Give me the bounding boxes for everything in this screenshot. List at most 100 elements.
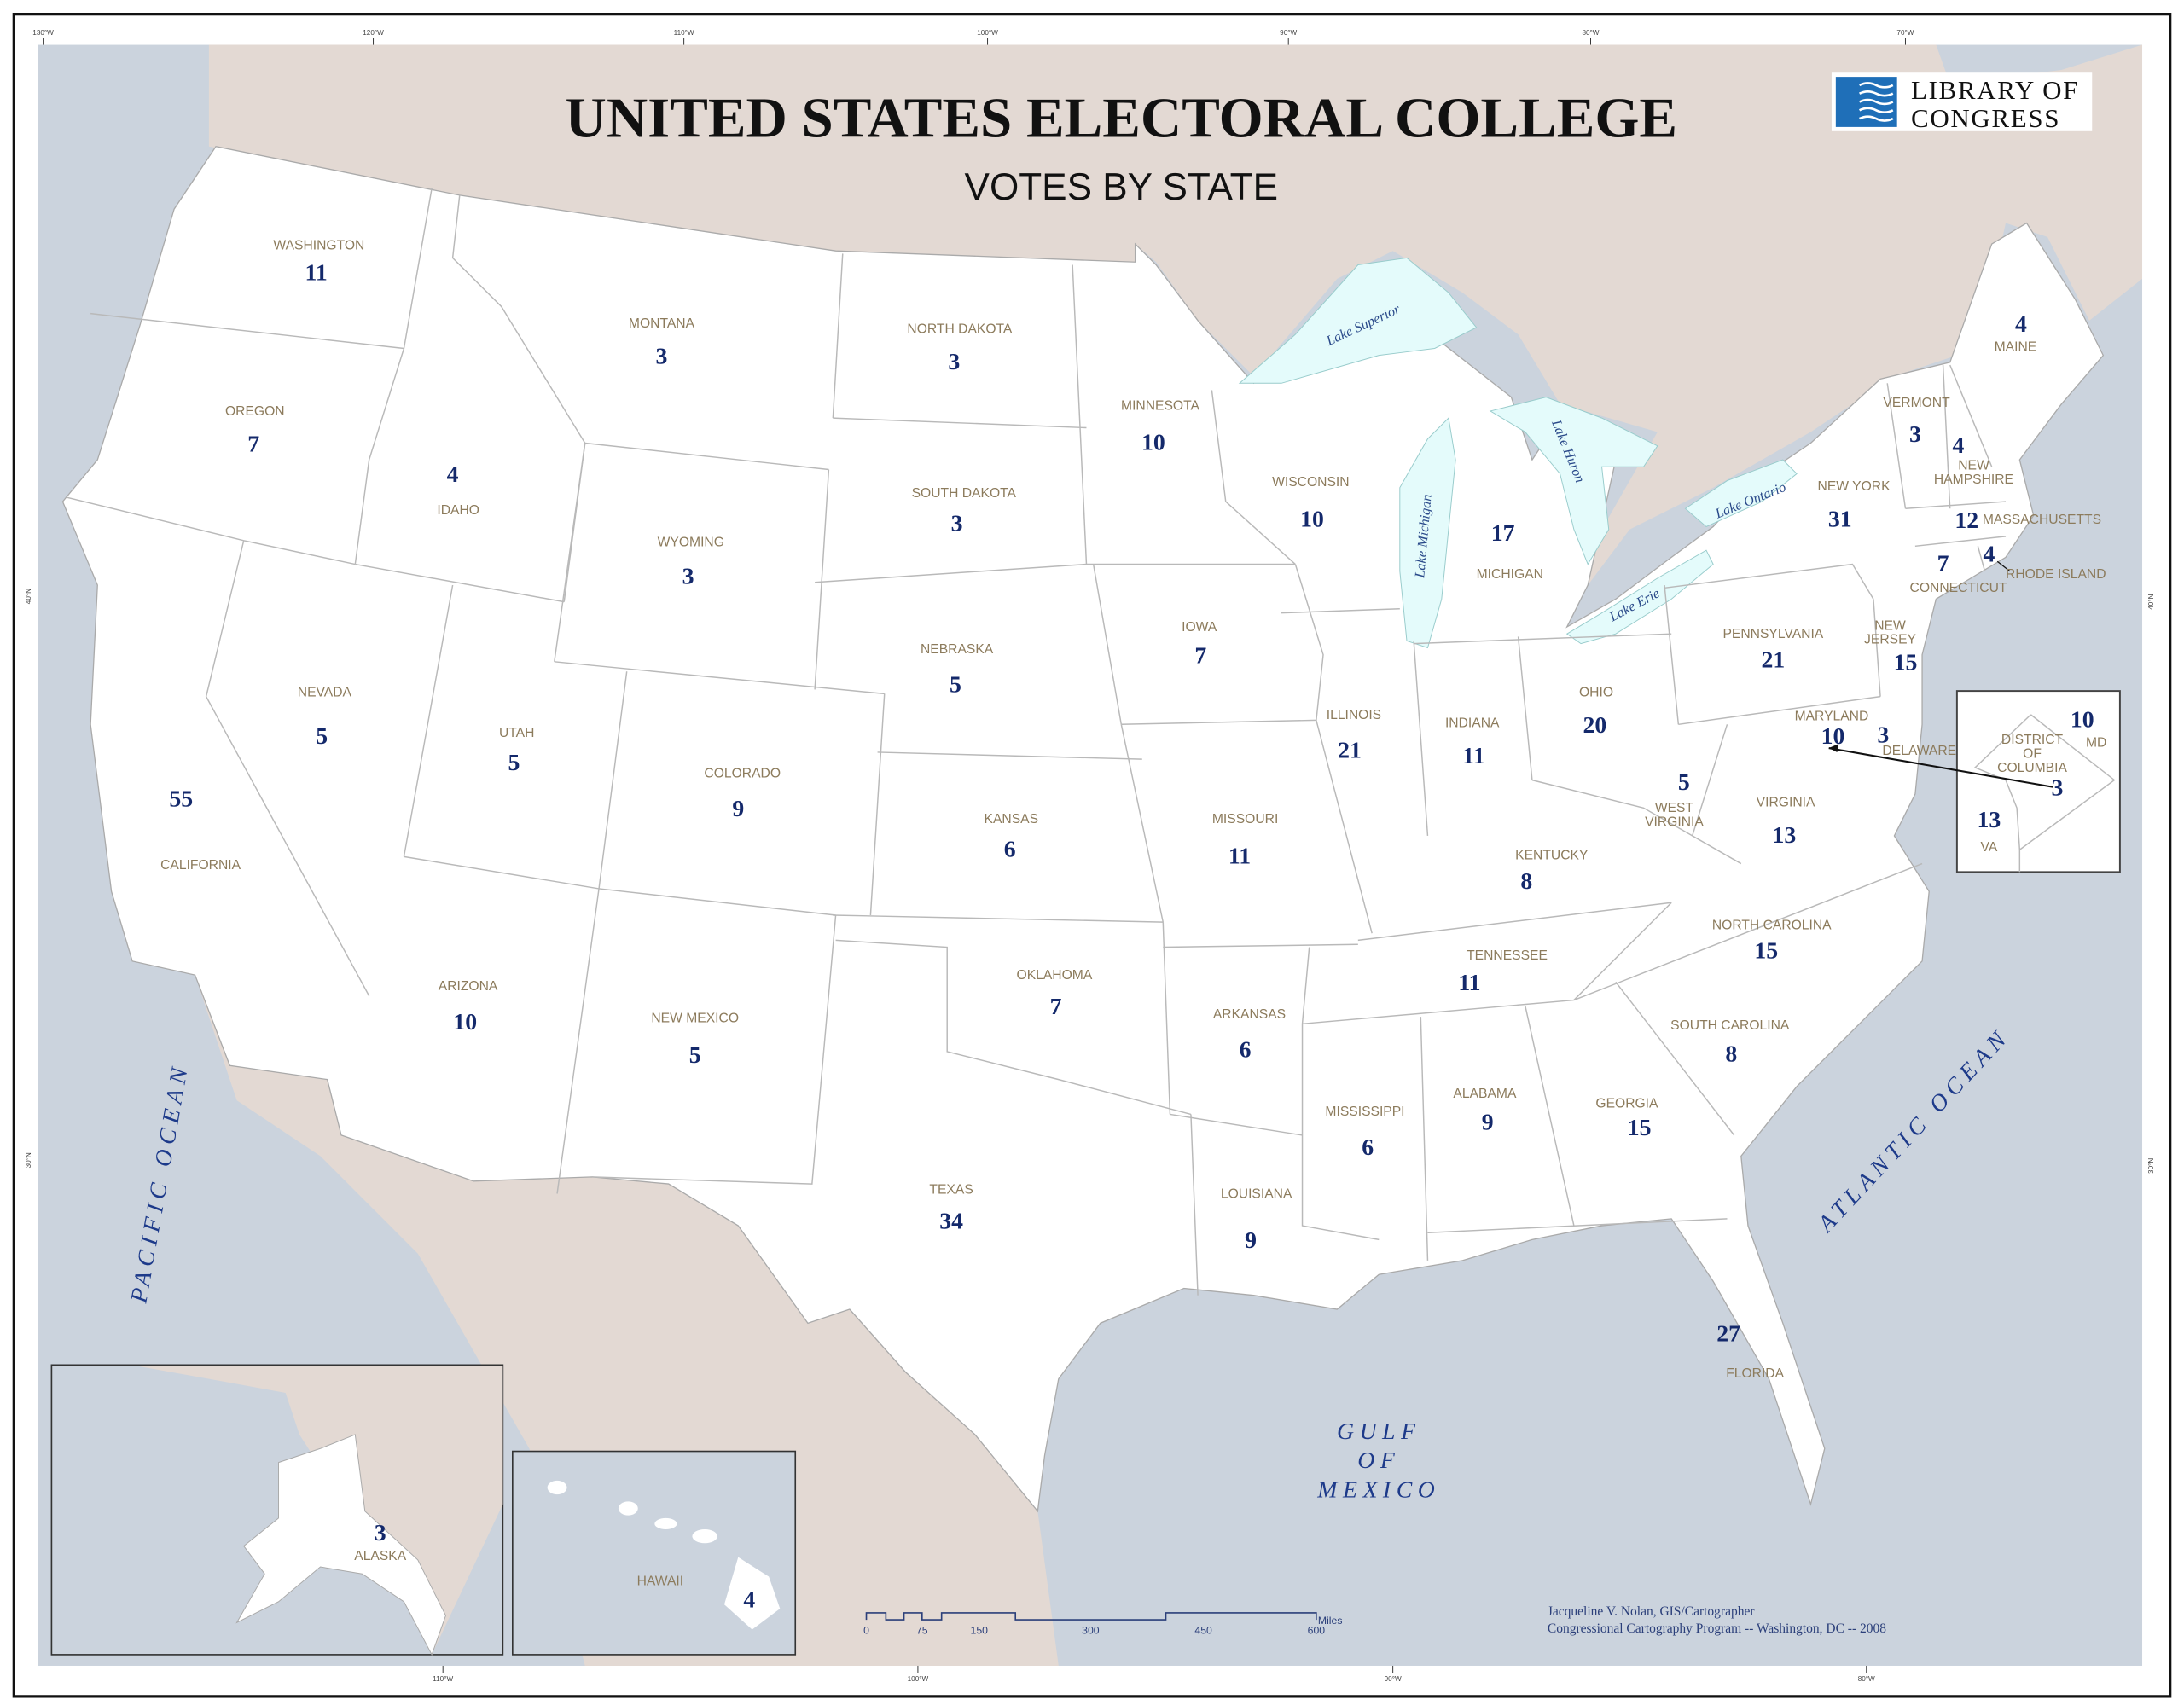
state-border xyxy=(1664,584,1680,725)
state-border xyxy=(1413,641,1429,836)
state-north dakota[interactable]: NORTH DAKOTA 3 xyxy=(907,322,1012,375)
state-iowa[interactable]: IOWA 7 xyxy=(1182,620,1217,670)
state-pennsylvania[interactable]: PENNSYLVANIA 21 xyxy=(1722,627,1823,673)
state-name-label: WASHINGTON xyxy=(273,239,364,253)
state-kansas[interactable]: KANSAS 6 xyxy=(985,812,1039,862)
state-name-label: MONTANA xyxy=(629,316,695,331)
state-virginia[interactable]: VIRGINIA 13 xyxy=(1757,796,1815,849)
electoral-votes: 17 xyxy=(1491,520,1515,547)
state-wisconsin[interactable]: WISCONSIN 10 xyxy=(1272,475,1349,532)
state-name-label: TEXAS xyxy=(929,1183,973,1198)
state-minnesota[interactable]: MINNESOTA 10 xyxy=(1121,398,1199,455)
state-utah[interactable]: UTAH 5 xyxy=(499,726,534,776)
electoral-votes: 55 xyxy=(169,786,193,813)
state-idaho[interactable]: IDAHO 4 xyxy=(437,461,479,518)
state-name-label: GEORGIA xyxy=(1595,1096,1658,1111)
state-georgia[interactable]: GEORGIA 15 xyxy=(1595,1096,1658,1141)
state-washington[interactable]: WASHINGTON 11 xyxy=(273,239,364,287)
state-nevada[interactable]: NEVADA 5 xyxy=(298,686,352,751)
state-name-label: MISSOURI xyxy=(1212,812,1278,826)
state-south dakota[interactable]: SOUTH DAKOTA 3 xyxy=(912,486,1017,536)
state-name-label: NEW MEXICO xyxy=(651,1012,739,1026)
state-kentucky[interactable]: KENTUCKY 8 xyxy=(1515,849,1589,895)
state-louisiana[interactable]: LOUISIANA 9 xyxy=(1221,1186,1292,1254)
md-votes: 10 xyxy=(2071,707,2094,734)
state-arizona[interactable]: ARIZONA 10 xyxy=(439,979,498,1035)
state-rhode island[interactable]: RHODE ISLAND 4 xyxy=(1983,541,2106,582)
state-border xyxy=(1211,390,1296,565)
state-illinois[interactable]: ILLINOIS 21 xyxy=(1327,708,1381,764)
map-title: UNITED STATES ELECTORAL COLLEGE xyxy=(566,86,1678,149)
state-border xyxy=(1573,862,1923,1001)
state-name-label: WEST xyxy=(1655,801,1694,815)
state-oregon[interactable]: OREGON 7 xyxy=(225,404,285,457)
state-nebraska[interactable]: NEBRASKA 5 xyxy=(921,642,994,699)
state-oklahoma[interactable]: OKLAHOMA 7 xyxy=(1017,968,1093,1020)
state-montana[interactable]: MONTANA 3 xyxy=(629,316,695,369)
va-label: VA xyxy=(1981,840,1998,855)
state-border xyxy=(1301,1024,1380,1241)
state-florida[interactable]: FLORIDA 27 xyxy=(1716,1321,1784,1381)
electoral-votes: 3 xyxy=(682,563,694,589)
latitude-tick-label: 30°N xyxy=(2147,1158,2155,1174)
state-border xyxy=(1163,943,1358,948)
state-north carolina[interactable]: NORTH CAROLINA 15 xyxy=(1712,918,1832,964)
state-south carolina[interactable]: SOUTH CAROLINA 8 xyxy=(1670,1018,1790,1068)
state-border xyxy=(877,751,1142,760)
state-tennessee[interactable]: TENNESSEE 11 xyxy=(1458,948,1548,996)
state-colorado[interactable]: COLORADO 9 xyxy=(704,766,781,822)
scale-tick-label: 0 xyxy=(863,1624,869,1636)
state-california[interactable]: CALIFORNIA 55 xyxy=(160,786,241,873)
state-border xyxy=(1072,264,1088,565)
longitude-tick-label: 80°W xyxy=(1858,1675,1875,1683)
electoral-votes: 4 xyxy=(447,461,459,488)
state-border xyxy=(1427,1218,1728,1233)
state-missouri[interactable]: MISSOURI 11 xyxy=(1212,812,1278,869)
state-name-label: OHIO xyxy=(1579,686,1613,700)
library-of-congress-logo: LIBRARY OF CONGRESS xyxy=(1831,72,2093,133)
state-border xyxy=(1190,1114,1199,1296)
state-arkansas[interactable]: ARKANSAS 6 xyxy=(1213,1007,1286,1064)
state-hawaii[interactable]: HAWAII 4 xyxy=(637,1574,756,1613)
electoral-votes: 21 xyxy=(1761,647,1785,673)
state-wyoming[interactable]: WYOMING 3 xyxy=(658,535,724,589)
state-new york[interactable]: NEW YORK 31 xyxy=(1818,479,1891,532)
electoral-votes: 8 xyxy=(1520,868,1532,895)
state-texas[interactable]: TEXAS 34 xyxy=(929,1183,973,1235)
state-michigan[interactable]: MICHIGAN 17 xyxy=(1477,520,1543,582)
state-massachusetts[interactable]: MASSACHUSETTS 12 xyxy=(1955,507,2101,534)
state-alabama[interactable]: ALABAMA 9 xyxy=(1453,1087,1517,1136)
state-border xyxy=(1664,563,1874,600)
state-indiana[interactable]: INDIANA 11 xyxy=(1445,716,1500,769)
state-boundaries xyxy=(67,188,2007,1296)
state-name-label: MISSISSIPPI xyxy=(1325,1105,1404,1119)
state-border xyxy=(556,888,600,1194)
state-alaska[interactable]: ALASKA 3 xyxy=(354,1520,406,1563)
scale-tick-label: 150 xyxy=(971,1624,989,1636)
state-name-label: KANSAS xyxy=(985,812,1039,826)
state-maine[interactable]: MAINE 4 xyxy=(1995,311,2037,355)
electoral-votes: 7 xyxy=(1194,642,1206,669)
electoral-votes: 6 xyxy=(1240,1037,1252,1064)
dc-name-label: COLUMBIA xyxy=(1997,761,2067,775)
state-name-label: VIRGINIA xyxy=(1645,815,1704,829)
electoral-votes: 4 xyxy=(743,1586,755,1613)
state-mississippi[interactable]: MISSISSIPPI 6 xyxy=(1325,1105,1404,1161)
mexico-land xyxy=(195,975,1059,1666)
longitude-tick-label: 100°W xyxy=(977,29,998,37)
state-name-label: PENNSYLVANIA xyxy=(1722,627,1823,641)
state-new mexico[interactable]: NEW MEXICO 5 xyxy=(651,1012,739,1069)
state-connecticut[interactable]: CONNECTICUT 7 xyxy=(1910,551,2007,595)
electoral-votes: 21 xyxy=(1338,737,1362,763)
state-ohio[interactable]: OHIO 20 xyxy=(1579,686,1613,739)
state-vermont[interactable]: VERMONT 3 xyxy=(1883,396,1950,448)
state-name-label: MAINE xyxy=(1995,340,2037,355)
electoral-votes: 7 xyxy=(1050,994,1062,1020)
state-name-label: NEVADA xyxy=(298,686,352,700)
